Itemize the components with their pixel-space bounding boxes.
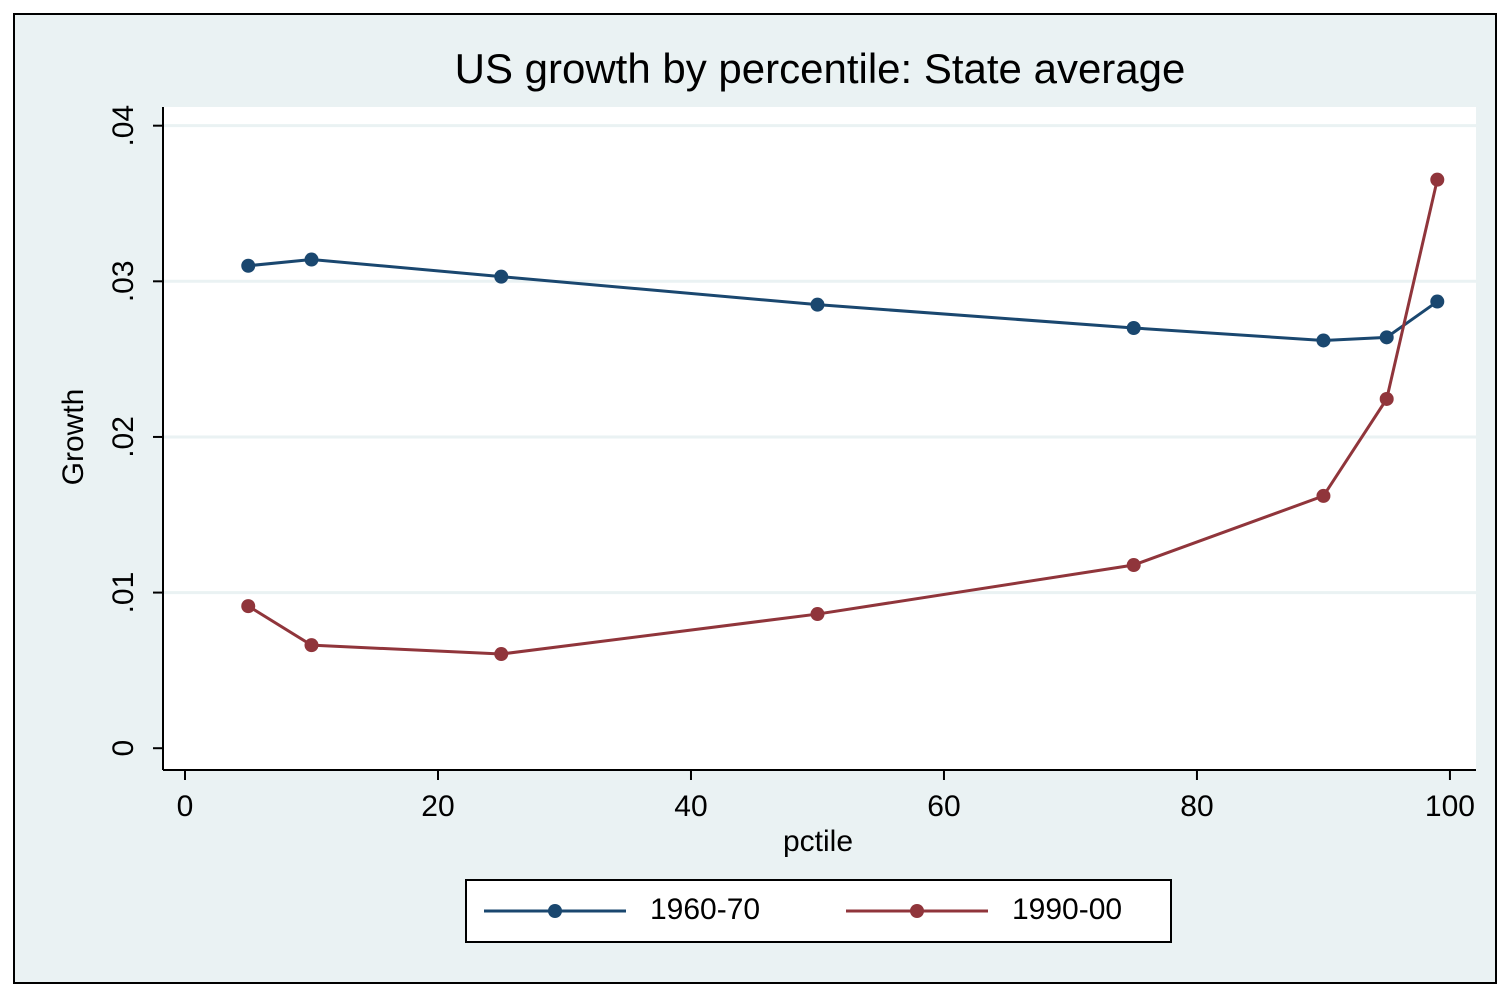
- plot-area: [163, 107, 1476, 770]
- data-point: [1430, 294, 1445, 309]
- data-point: [1430, 172, 1445, 187]
- y-axis-label: Growth: [57, 389, 90, 486]
- series-line: [248, 258, 1439, 342]
- data-point: [810, 297, 825, 312]
- y-tick-label: .03: [107, 260, 140, 302]
- data-point: [304, 638, 319, 653]
- data-point: [810, 607, 825, 622]
- x-tick-label: 80: [1180, 790, 1213, 823]
- y-tick-label: .01: [107, 572, 140, 614]
- data-point: [1316, 488, 1331, 503]
- data-point: [494, 647, 509, 662]
- data-point: [1379, 330, 1394, 345]
- x-tick-label: 40: [674, 790, 707, 823]
- legend-label: 1960-70: [650, 893, 760, 926]
- y-tick-label: .02: [107, 416, 140, 458]
- data-point: [304, 252, 319, 267]
- x-tick-label: 60: [927, 790, 960, 823]
- y-tick-label: .04: [107, 105, 140, 147]
- x-tick-label: 20: [421, 790, 454, 823]
- data-point: [1126, 558, 1141, 573]
- y-tick-label: 0: [107, 740, 140, 757]
- x-tick-label: 100: [1425, 790, 1475, 823]
- data-point: [241, 599, 256, 614]
- data-point: [1379, 391, 1394, 406]
- series-line: [247, 179, 1439, 656]
- x-axis-label: pctile: [783, 825, 853, 858]
- x-tick-label: 0: [177, 790, 194, 823]
- data-point: [1316, 333, 1331, 348]
- data-point: [241, 258, 256, 273]
- chart-title: US growth by percentile: State average: [455, 45, 1186, 92]
- legend-label: 1990-00: [1012, 893, 1122, 926]
- data-point: [1126, 321, 1141, 335]
- data-point: [494, 269, 509, 284]
- legend-marker: [910, 904, 924, 918]
- legend-marker: [548, 904, 562, 918]
